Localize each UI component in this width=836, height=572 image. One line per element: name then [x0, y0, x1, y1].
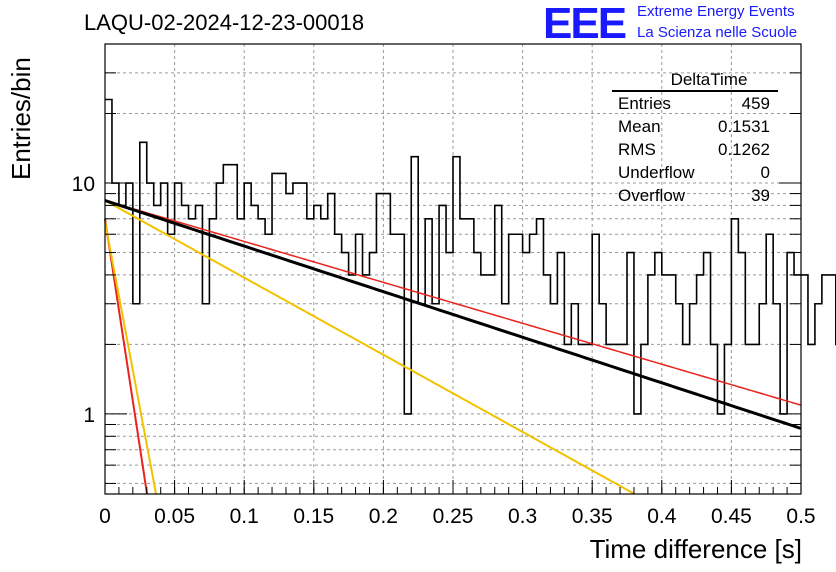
stats-title: DeltaTime — [612, 70, 778, 92]
stats-label: Underflow — [618, 163, 695, 182]
x-tick-label: 0.05 — [154, 505, 195, 528]
x-tick-label: 0.1 — [230, 505, 259, 528]
x-tick-label: 0 — [99, 505, 111, 528]
x-tick-label: 0.2 — [369, 505, 398, 528]
stats-value: 0.1262 — [718, 140, 770, 159]
stats-row-overflow: Overflow 39 — [612, 184, 778, 207]
logo-line-1: Extreme Energy Events — [637, 3, 795, 20]
x-tick-label: 0.15 — [293, 505, 334, 528]
fit-curve-1 — [104, 218, 149, 495]
stats-label: Entries — [618, 94, 671, 113]
stats-row-entries: Entries 459 — [612, 92, 778, 115]
logo-line-2: La Scienza nelle Scuole — [637, 24, 798, 41]
x-tick-label: 0.4 — [647, 505, 677, 528]
y-axis-label: Entries/bin — [6, 57, 36, 180]
x-tick-label: 0.25 — [433, 505, 474, 528]
run-title: LAQU-02-2024-12-23-00018 — [84, 10, 365, 35]
stats-value: 459 — [741, 94, 770, 113]
stats-row-rms: RMS 0.1262 — [612, 138, 778, 161]
fit-curve-3 — [104, 199, 635, 495]
x-tick-label: 0.5 — [786, 505, 815, 528]
stats-label: RMS — [618, 140, 656, 159]
y-tick-label: 10 — [72, 173, 95, 196]
fit-curve-4 — [104, 199, 802, 430]
stats-row-underflow: Underflow 0 — [612, 161, 778, 184]
eee-logo: EEE — [543, 0, 627, 48]
stats-box: DeltaTime Entries 459 Mean 0.1531 RMS 0.126… — [612, 70, 778, 207]
stats-row-mean: Mean 0.1531 — [612, 115, 778, 138]
stats-value: 0.1531 — [718, 117, 770, 136]
axis-ticks-layer: 0 0.05 0.1 0.15 0.2 0.25 0.3 0.35 0.4 0.45 0.5 1 10 — [72, 43, 816, 528]
x-tick-label: 0.3 — [508, 505, 537, 528]
stats-value: 39 — [751, 186, 770, 205]
y-tick-label: 1 — [83, 404, 95, 427]
stats-value: 0 — [760, 163, 770, 182]
x-axis-label: Time difference [s] — [589, 534, 802, 564]
stats-label: Overflow — [618, 186, 686, 205]
fit-curves-layer — [104, 199, 802, 495]
x-tick-label: 0.45 — [711, 505, 752, 528]
stats-label: Mean — [618, 117, 661, 136]
fit-curve-2 — [104, 221, 158, 495]
fit-curve-0 — [104, 199, 802, 406]
x-tick-label: 0.35 — [572, 505, 613, 528]
